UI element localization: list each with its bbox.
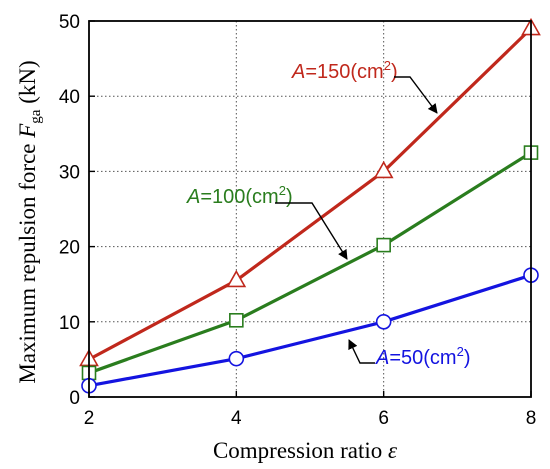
y-tick-label: 30 [59, 162, 80, 183]
y-tick-label: 40 [59, 87, 80, 108]
y-tick-label: 50 [59, 12, 80, 33]
grid [89, 21, 531, 397]
series-2 [81, 267, 539, 394]
data-point [376, 237, 391, 253]
series-line [88, 151, 532, 375]
x-axis-title: Compression ratio ε [213, 438, 398, 463]
annotations: A=150(cm2) A=100(cm2) A=50(cm2) [186, 58, 471, 369]
annotation-arrow [394, 76, 438, 114]
series-1 [81, 145, 539, 381]
series-annotation-label: A=50(cm2) [375, 344, 471, 369]
annotation-arrow [348, 339, 375, 364]
x-tick-label: 8 [526, 408, 537, 429]
annotation-arrow [275, 202, 348, 260]
y-tick-label: 10 [59, 313, 80, 334]
data-point [228, 350, 245, 367]
data-point [375, 313, 392, 330]
data-point [373, 160, 394, 179]
data-point [226, 269, 247, 288]
data-point [229, 312, 244, 328]
x-tick-label: 6 [378, 408, 389, 429]
series-annotation-label: A=150(cm2) [291, 58, 398, 83]
x-tick-label: 4 [231, 408, 242, 429]
series-line [88, 273, 532, 388]
series-annotation-label: A=100(cm2) [186, 183, 293, 208]
y-tick-label: 0 [69, 388, 80, 409]
ticks: 2 4 6 8 0 10 20 30 40 50 [59, 12, 536, 429]
series-line [88, 27, 533, 361]
x-tick-label: 2 [84, 408, 95, 429]
plot-frame [88, 20, 532, 398]
y-axis-title: Maximum repulsion force Fga (kN) [15, 60, 44, 383]
y-tick-label: 20 [59, 238, 80, 259]
